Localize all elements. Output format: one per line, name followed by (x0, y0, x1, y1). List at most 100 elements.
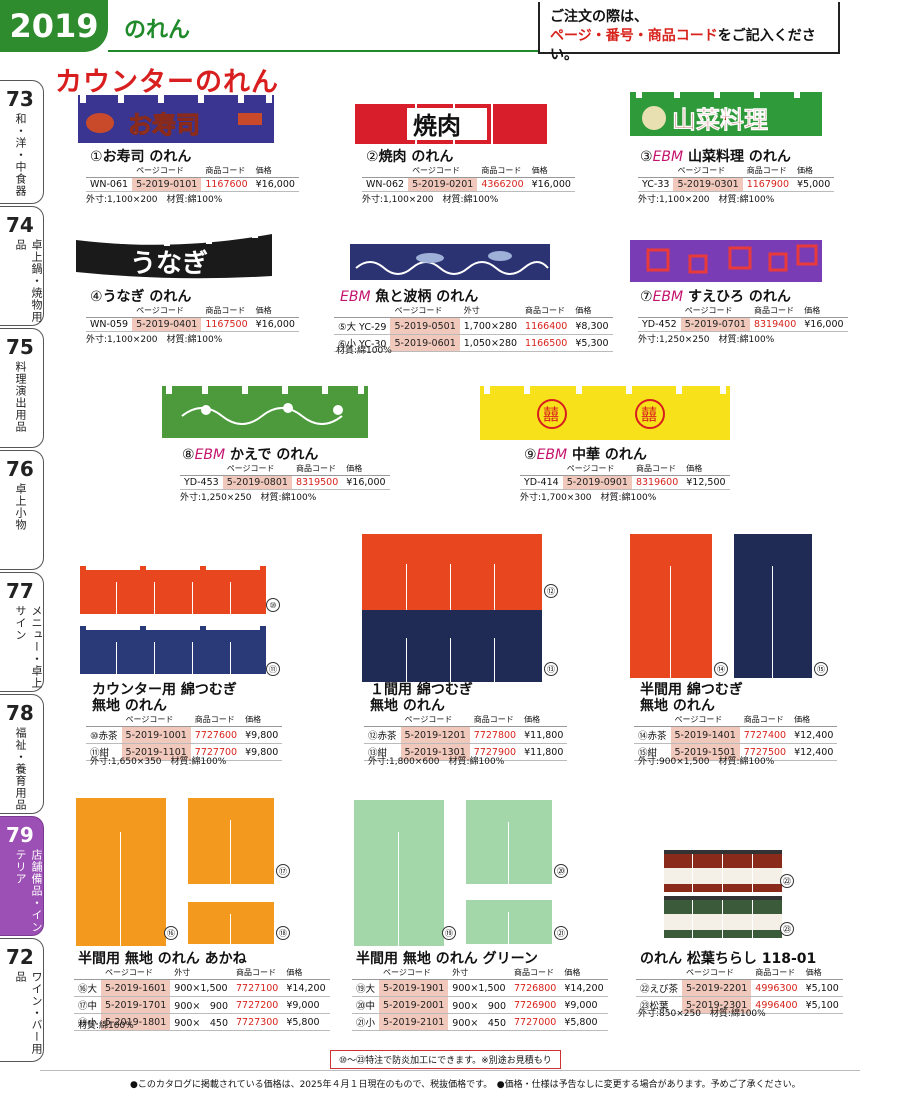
product-note: 外寸:1,650×350 材質:綿100% (90, 757, 227, 767)
order-prefix: ご注文の際は、 (550, 9, 648, 25)
yakiniku-noren-image: 焼肉 (355, 98, 547, 144)
order-suffix: をご記入ください。 (550, 28, 816, 63)
order-emph: ページ・番号・商品コード (550, 28, 718, 44)
product-title: ④うなぎ のれん (90, 289, 192, 305)
product-note: 材質:綿100% (336, 346, 392, 356)
product-note: 外寸:1,250×250 材質:綿100% (638, 335, 775, 345)
number-badge: ⑰ (276, 864, 290, 878)
spec-table: ページコード 外寸 商品コード 価格 ⑯大 5-2019-1601 900×1,500 77… (74, 966, 330, 1031)
tab-label: 和・洋・中食器 (14, 113, 27, 197)
product-title: カウンター用 綿つむぎ 無地 のれん (92, 682, 237, 714)
page-heading: カウンターのれん (55, 67, 279, 98)
tab-74[interactable]: 74 卓上鍋・焼物用品 (0, 206, 44, 326)
product-note: 外寸:1,100×200 材質:綿100% (86, 335, 223, 345)
hanma-navy-noren-image (734, 534, 812, 678)
number-badge: ⑱ (276, 926, 290, 940)
spec-table: ページコード 商品コード 価格 ⑫赤茶 5-2019-1201 7727800 ¥11,8… (364, 713, 568, 761)
order-instructions: ご注文の際は、 ページ・番号・商品コードをご記入ください。 (538, 2, 840, 63)
fish-wave-noren-image (350, 240, 550, 280)
number-badge: ⑩ (266, 598, 280, 612)
tab-label: メニュー・卓上サイン (14, 605, 43, 689)
product-title: ①お寿司 のれん (90, 149, 192, 165)
matsuba-green-noren-image (664, 896, 782, 938)
spec-table: ページコード 商品コード 価格 ⑭赤茶 5-2019-1401 7727400 ¥12,4… (634, 713, 838, 761)
tab-number: 72 (6, 945, 34, 969)
product-title: 半間用 綿つむぎ 無地 のれん (640, 682, 743, 714)
chuka-noren-image: 囍 囍 (480, 386, 730, 440)
green-large-noren-image (354, 800, 444, 946)
sushi-noren-image: お寿司 (78, 95, 274, 143)
banner-text: 山菜料理 (672, 105, 768, 134)
product-note: 外寸:1,100×200 材質:綿100% (362, 195, 499, 205)
product-note: 外寸:1,800×600 材質:綿100% (368, 757, 505, 767)
number-badge: ⑭ (714, 662, 728, 676)
banner-text: 囍 (543, 405, 559, 424)
number-badge: ⑬ (544, 662, 558, 676)
matsuba-ebicha-noren-image (664, 850, 782, 892)
spec-table: ページコード 商品コード 価格 YD-452 5-2019-0701 8319400 ¥1… (638, 304, 848, 332)
tab-79[interactable]: 79 店舗備品・インテリア (0, 816, 44, 936)
product-title: EBM 魚と波柄 のれん (340, 289, 479, 305)
tab-number: 75 (6, 335, 34, 359)
number-badge: ⑮ (814, 662, 828, 676)
footer-note: ●このカタログに掲載されている価格は、2025年４月１日現在のもので、税抜価格で… (130, 1080, 801, 1090)
product-note: 外寸:1,100×200 材質:綿100% (86, 195, 223, 205)
product-note: 外寸:1,700×300 材質:綿100% (520, 493, 657, 503)
tab-label: 料理演出用品 (14, 361, 27, 433)
akane-large-noren-image (76, 798, 166, 946)
tab-label: 店舗備品・インテリア (14, 849, 43, 933)
number-badge: ⑫ (544, 584, 558, 598)
product-title: １間用 綿つむぎ 無地 のれん (370, 682, 473, 714)
number-badge: ㉓ (780, 922, 794, 936)
year-badge: 2019 (0, 0, 108, 52)
tab-72[interactable]: 72 ワイン・バー用品 (0, 938, 44, 1062)
tab-76[interactable]: 76 卓上小物 (0, 450, 44, 570)
product-title: ⑨EBM 中華 のれん (524, 447, 647, 463)
tab-number: 73 (6, 87, 34, 111)
tab-number: 79 (6, 823, 34, 847)
tab-75[interactable]: 75 料理演出用品 (0, 328, 44, 448)
akane-small-noren-image (188, 902, 274, 944)
ikken-rust-noren-image (362, 534, 542, 610)
spec-table: ページコード 商品コード 価格 YD-453 5-2019-0801 8319500 ¥1… (180, 462, 390, 490)
banner-text: うなぎ (130, 249, 208, 279)
product-note: 外寸:850×250 材質:綿100% (638, 1009, 766, 1019)
spec-table: ページコード 商品コード 価格 WN-059 5-2019-0401 1167500 ¥1… (86, 304, 299, 332)
product-title: 半間用 無地 のれん グリーン (356, 951, 538, 967)
unagi-noren-image: うなぎ (76, 230, 272, 279)
product-title: 半間用 無地 のれん あかね (78, 951, 247, 967)
spec-table: ページコード 商品コード 価格 WN-062 5-2019-0201 4366200 ¥1… (362, 164, 575, 192)
footer-rule (40, 1070, 860, 1071)
spec-table: ページコード 外寸 商品コード 価格 ⑲大 5-2019-1901 900×1,500 77… (352, 966, 608, 1031)
suehiro-noren-image (630, 236, 822, 282)
product-title: ③EBM 山菜料理 のれん (640, 149, 791, 165)
tab-73[interactable]: 73 和・洋・中食器 (0, 80, 44, 204)
spec-table: ページコード 商品コード 価格 ⑩赤茶 5-2019-1001 7727600 ¥9,80… (86, 713, 283, 761)
number-badge: ㉒ (780, 874, 794, 888)
banner-text: お寿司 (128, 110, 200, 139)
product-title: ⑦EBM すえひろ のれん (640, 289, 791, 305)
tab-label: 福祉・養育用品 (14, 727, 27, 811)
tab-number: 74 (6, 213, 34, 237)
product-note: 外寸:1,100×200 材質:綿100% (638, 195, 775, 205)
hanma-rust-noren-image (630, 534, 712, 678)
spec-table: ページコード 商品コード 価格 YC-33 5-2019-0301 1167900 ¥5,… (638, 164, 835, 192)
tab-78[interactable]: 78 福祉・養育用品 (0, 694, 44, 814)
tab-label: 卓上鍋・焼物用品 (14, 239, 43, 323)
flame-retardant-note: ⑩〜㉓特注で防炎加工にできます。※別途お見積もり (330, 1050, 561, 1069)
spec-table: ページコード 商品コード 価格 YD-414 5-2019-0901 8319600 ¥1… (520, 462, 730, 490)
product-title: ⑧EBM かえで のれん (182, 447, 319, 463)
tab-number: 76 (6, 457, 34, 481)
product-note: 外寸:1,250×250 材質:綿100% (180, 493, 317, 503)
akane-medium-noren-image (188, 798, 274, 884)
spec-table: ページコード 外寸 商品コード 価格 ⑤大 YC-29 5-2019-0501 1,700… (334, 304, 613, 352)
tab-label: ワイン・バー用品 (14, 971, 43, 1055)
section-title: のれん (124, 18, 191, 43)
tab-label: 卓上小物 (14, 483, 27, 531)
tab-number: 78 (6, 701, 34, 725)
tab-77[interactable]: 77 メニュー・卓上サイン (0, 572, 44, 692)
order-line: ページ・番号・商品コードをご記入ください。 (550, 27, 828, 65)
product-note: 外寸:900×1,500 材質:綿100% (638, 757, 775, 767)
green-small-noren-image (466, 900, 552, 944)
product-note: 材質:綿100% (78, 1021, 134, 1031)
